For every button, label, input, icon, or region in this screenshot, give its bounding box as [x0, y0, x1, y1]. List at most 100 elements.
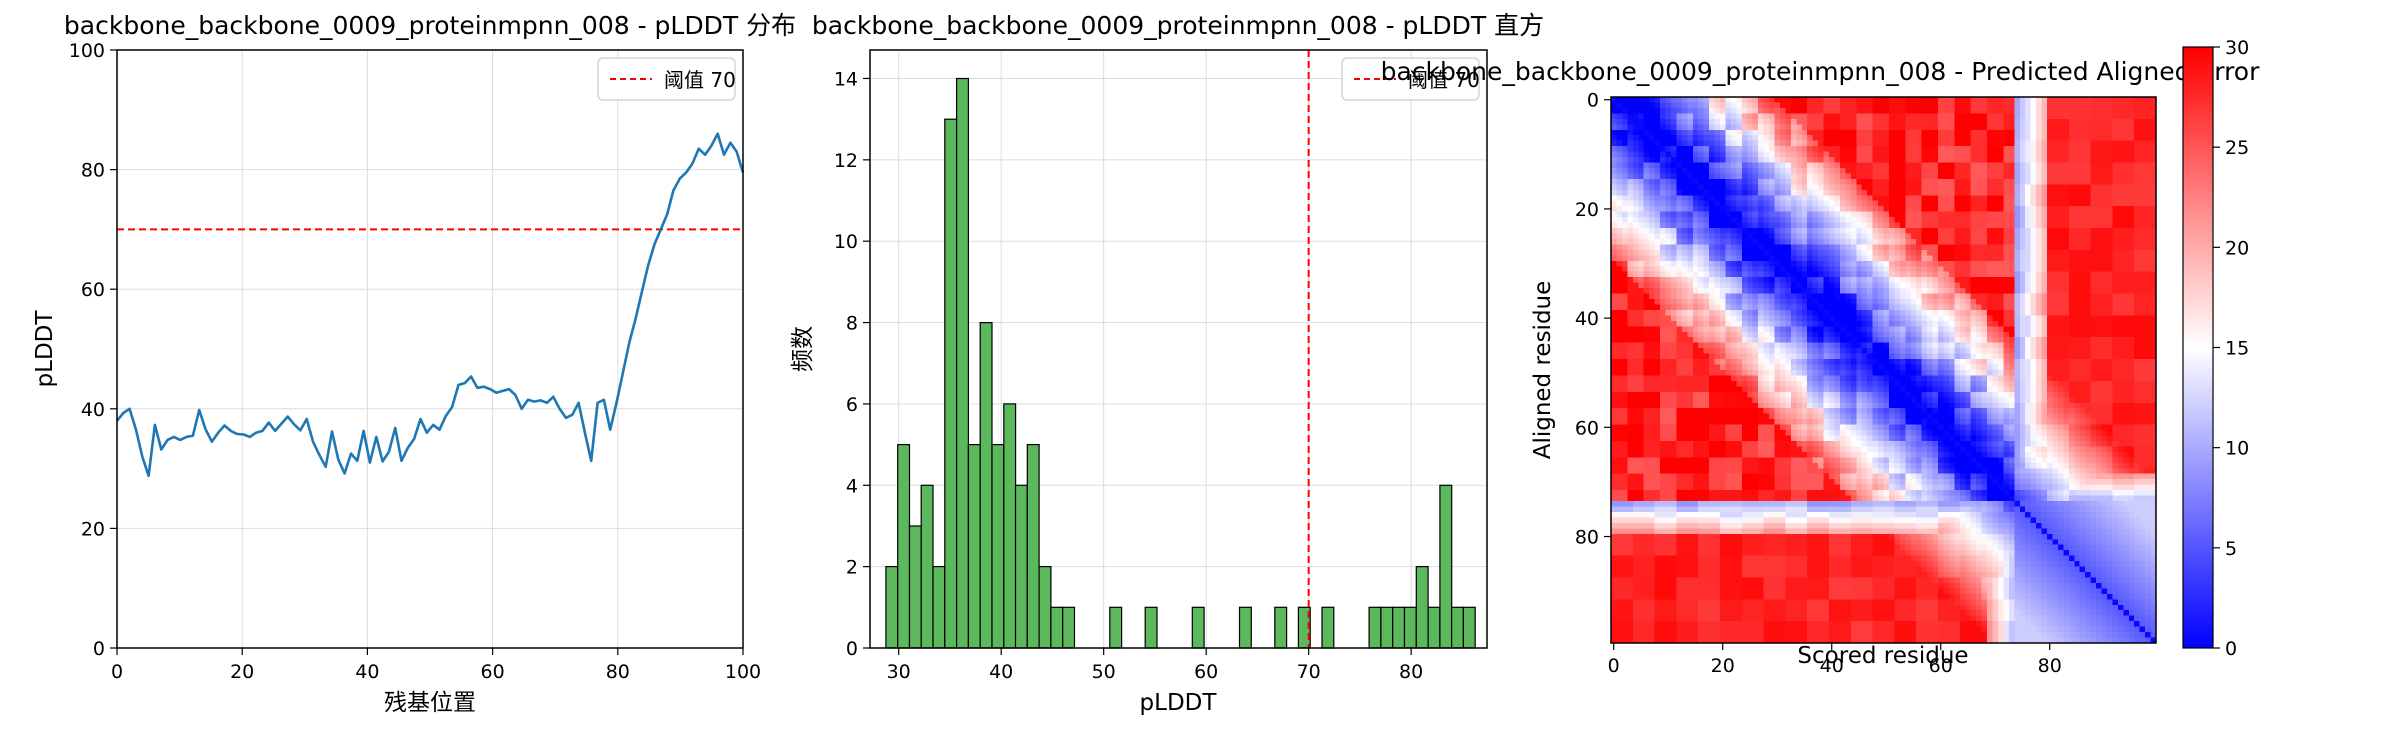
hist-ytick-label: 10 [834, 231, 858, 253]
hist-xtick-label: 40 [989, 661, 1013, 683]
hist-xtick-label: 80 [1399, 661, 1423, 683]
hist-bar [979, 322, 993, 649]
plddt-line-panel: 0 20 40 60 80 100 0 20 40 60 80 100 backbone_backbo… [32, 11, 796, 716]
line-ytick-label: 60 [81, 279, 105, 301]
line-legend-box [597, 57, 736, 101]
line-xtick-label: 100 [725, 661, 761, 683]
line-ylabel: pLDDT [32, 310, 58, 388]
hist-bar [1427, 606, 1441, 649]
hist-bar [944, 118, 958, 649]
pae-xtick-label: 0 [1608, 655, 1620, 677]
line-ytick-label: 100 [69, 40, 105, 62]
hist-legend-label: 阈值 70 [1408, 68, 1480, 92]
hist-bar [1003, 403, 1017, 649]
pae-xlabel: Scored residue [1797, 643, 1968, 669]
hist-bar [1062, 606, 1076, 649]
hist-bar [1038, 565, 1052, 649]
line-series [115, 132, 745, 478]
hist-ytick-label: 4 [846, 475, 858, 497]
pae-colorbar-tick-label: 30 [2225, 37, 2249, 59]
hist-ylabel: 频数 [790, 326, 816, 372]
hist-legend: 阈值 70 [1341, 57, 1480, 101]
line-grid [116, 49, 744, 649]
hist-plot-frame [869, 49, 1488, 649]
hist-xtick-label: 30 [887, 661, 911, 683]
hist-bar [932, 565, 946, 649]
hist-bar [1109, 606, 1123, 649]
hist-bar [955, 77, 969, 649]
hist-bar [1392, 606, 1406, 649]
hist-ytick-label: 12 [834, 150, 858, 172]
pae-ytick-label: 0 [1587, 90, 1599, 112]
hist-bars [885, 77, 1476, 649]
hist-bar [1415, 565, 1429, 649]
hist-bar [1368, 606, 1382, 649]
hist-bar [967, 444, 981, 649]
pae-ticks: 0 20 40 60 80 0 20 40 60 80 [1575, 90, 2062, 677]
pae-title: backbone_backbone_0009_proteinmpnn_008 -… [1381, 57, 2261, 86]
line-legend-label: 阈值 70 [664, 68, 736, 92]
hist-bar [1191, 606, 1205, 649]
line-xtick-label: 80 [606, 661, 630, 683]
pae-ytick-label: 20 [1575, 199, 1599, 221]
hist-ytick-label: 14 [834, 68, 858, 90]
pae-xtick-label: 60 [1929, 655, 1953, 677]
pae-heatmap-image [1611, 97, 2156, 643]
line-xtick-label: 40 [355, 661, 379, 683]
hist-bar [1144, 606, 1158, 649]
hist-bar [908, 525, 922, 649]
hist-bar [991, 444, 1005, 649]
hist-bar [1050, 606, 1064, 649]
hist-bar [1321, 606, 1335, 649]
pae-plot-frame [1610, 96, 2157, 644]
line-ytick-label: 80 [81, 160, 105, 182]
pae-colorbar-tick-label: 20 [2225, 237, 2249, 259]
hist-bar [885, 565, 899, 649]
pae-heatmap-panel: 0 20 40 60 80 0 20 40 60 80 backbone_backbone_000… [1381, 37, 2261, 677]
line-ytick-label: 20 [81, 518, 105, 540]
hist-bar [1238, 606, 1252, 649]
pae-ytick-label: 40 [1575, 308, 1599, 330]
pae-colorbar-tick-label: 10 [2225, 438, 2249, 460]
pae-colorbar [2182, 46, 2214, 649]
pae-xtick-label: 20 [1711, 655, 1735, 677]
hist-bar [1014, 484, 1028, 649]
hist-xtick-label: 60 [1194, 661, 1218, 683]
line-title: backbone_backbone_0009_proteinmpnn_008 -… [64, 11, 796, 40]
pae-ylabel: Aligned residue [1530, 281, 1556, 460]
line-ticks: 0 20 40 60 80 100 0 20 40 60 80 100 [69, 40, 761, 683]
hist-ytick-label: 6 [846, 394, 858, 416]
line-xtick-label: 60 [481, 661, 505, 683]
pae-colorbar-tick-label: 25 [2225, 137, 2249, 159]
pae-colorbar-tick-label: 0 [2225, 638, 2237, 660]
hist-bar [1026, 444, 1040, 649]
line-series-path [115, 132, 745, 478]
hist-bar [1462, 606, 1476, 649]
hist-bar [1403, 606, 1417, 649]
line-xlabel: 残基位置 [384, 690, 476, 716]
line-ytick-label: 0 [93, 638, 105, 660]
hist-xtick-label: 50 [1092, 661, 1116, 683]
hist-legend-box [1341, 57, 1480, 101]
hist-bar [920, 484, 934, 649]
hist-bar [1274, 606, 1288, 649]
pae-ytick-label: 60 [1575, 417, 1599, 439]
hist-bar [1439, 484, 1453, 649]
pae-ytick-label: 80 [1575, 527, 1599, 549]
hist-ticks: 30 40 50 60 70 80 0 2 4 6 8 10 12 14 [834, 68, 1423, 683]
line-legend: 阈值 70 [597, 57, 736, 101]
hist-xtick-label: 70 [1297, 661, 1321, 683]
hist-title: backbone_backbone_0009_proteinmpnn_008 -… [812, 11, 1544, 40]
pae-colorbar-tick-label: 15 [2225, 338, 2249, 360]
pae-xtick-label: 80 [2038, 655, 2062, 677]
hist-bar [897, 444, 911, 649]
hist-ytick-label: 2 [846, 557, 858, 579]
hist-ytick-label: 0 [846, 638, 858, 660]
hist-ytick-label: 8 [846, 313, 858, 335]
pae-xtick-label: 40 [1820, 655, 1844, 677]
hist-bar [1380, 606, 1394, 649]
line-xtick-label: 20 [230, 661, 254, 683]
line-ytick-label: 40 [81, 399, 105, 421]
line-xtick-label: 0 [111, 661, 123, 683]
